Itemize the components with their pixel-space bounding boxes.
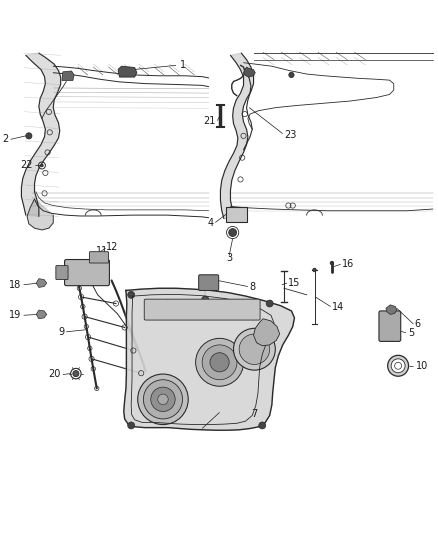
Circle shape (289, 72, 294, 77)
FancyBboxPatch shape (56, 265, 68, 280)
Circle shape (391, 359, 405, 373)
Circle shape (127, 68, 132, 74)
Polygon shape (36, 310, 47, 319)
Polygon shape (118, 66, 137, 77)
Circle shape (143, 379, 183, 419)
Circle shape (210, 353, 229, 372)
Text: 21: 21 (203, 116, 215, 126)
Text: 16: 16 (343, 260, 355, 269)
Text: 12: 12 (106, 243, 119, 252)
FancyBboxPatch shape (379, 311, 401, 342)
Circle shape (73, 370, 79, 377)
Circle shape (26, 133, 32, 139)
Circle shape (202, 296, 208, 303)
Circle shape (41, 164, 43, 167)
FancyBboxPatch shape (199, 275, 219, 290)
Circle shape (202, 345, 237, 379)
Circle shape (229, 229, 237, 237)
Polygon shape (27, 199, 53, 230)
FancyBboxPatch shape (89, 252, 109, 263)
Text: 19: 19 (9, 310, 21, 320)
Text: 6: 6 (415, 319, 421, 329)
Text: 8: 8 (249, 281, 255, 292)
Text: 20: 20 (48, 369, 60, 379)
Circle shape (122, 72, 126, 76)
Polygon shape (220, 53, 254, 220)
Text: 4: 4 (208, 217, 214, 228)
Text: 5: 5 (408, 328, 414, 338)
Text: 10: 10 (416, 361, 428, 371)
Circle shape (165, 300, 170, 305)
Text: 23: 23 (284, 130, 297, 140)
Circle shape (388, 356, 409, 376)
Circle shape (158, 394, 168, 405)
Circle shape (239, 334, 270, 365)
Text: 11: 11 (96, 246, 108, 256)
Text: 3: 3 (226, 253, 232, 263)
Text: 9: 9 (58, 327, 64, 337)
Circle shape (233, 328, 276, 370)
Text: 18: 18 (9, 280, 21, 290)
Polygon shape (124, 288, 294, 430)
Text: 14: 14 (332, 302, 344, 312)
FancyBboxPatch shape (226, 207, 247, 222)
Circle shape (128, 422, 134, 429)
Polygon shape (244, 67, 255, 77)
Circle shape (151, 387, 175, 411)
Text: 22: 22 (20, 160, 32, 171)
Circle shape (196, 338, 244, 386)
Polygon shape (62, 71, 74, 80)
Polygon shape (21, 53, 60, 216)
Text: 13: 13 (217, 302, 230, 312)
FancyBboxPatch shape (144, 299, 260, 320)
FancyBboxPatch shape (64, 260, 110, 286)
Text: 1: 1 (180, 60, 186, 70)
Polygon shape (386, 305, 397, 314)
Circle shape (313, 268, 316, 272)
Text: 2: 2 (2, 134, 8, 144)
Text: 15: 15 (288, 278, 301, 288)
Circle shape (259, 422, 266, 429)
Text: 7: 7 (251, 409, 257, 419)
Circle shape (138, 374, 188, 425)
Circle shape (330, 261, 334, 265)
Circle shape (266, 300, 273, 307)
Polygon shape (36, 279, 47, 287)
Polygon shape (254, 319, 280, 346)
Circle shape (128, 292, 134, 298)
